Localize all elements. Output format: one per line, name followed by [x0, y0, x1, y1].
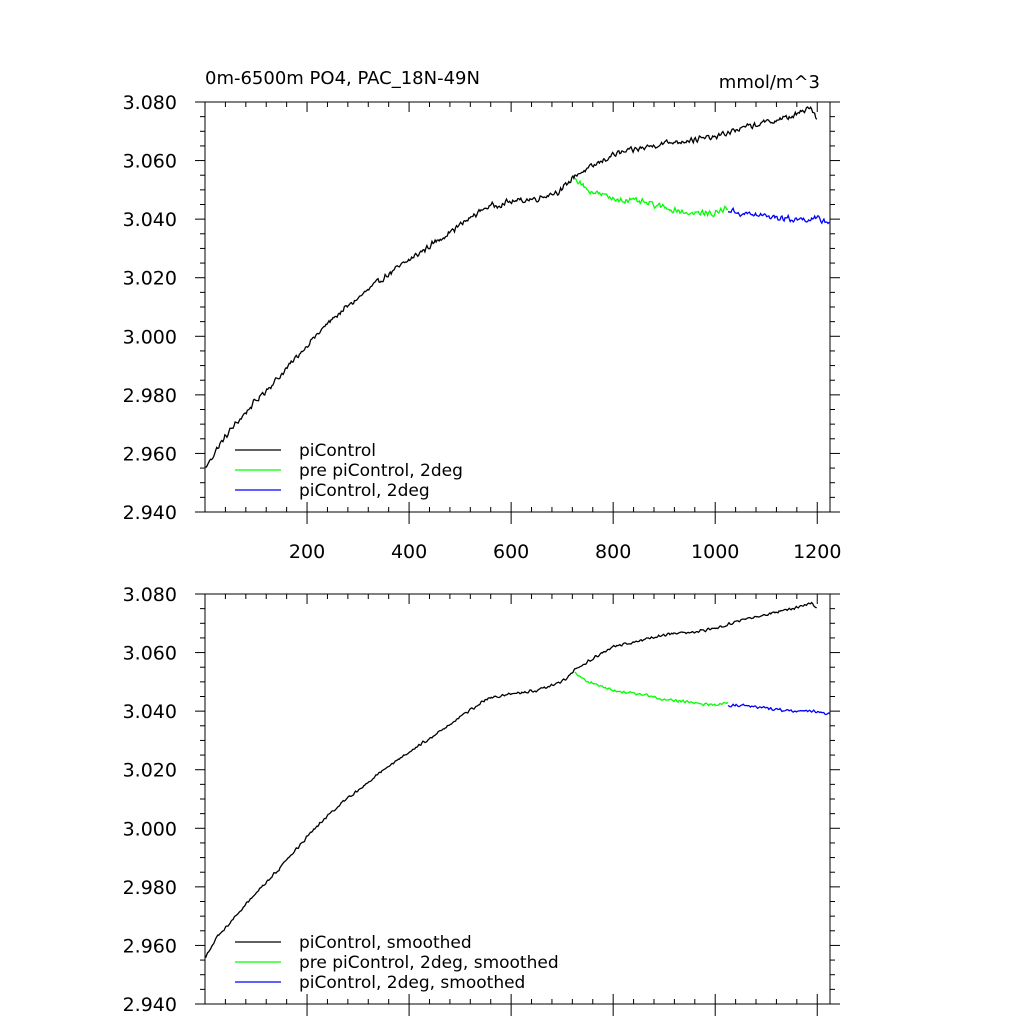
y-tick-label: 3.060 [123, 151, 177, 173]
legend-label: pre piControl, 2deg [299, 461, 463, 481]
series-line-picontrol-2deg [728, 206, 831, 225]
x-tick-label: 1200 [793, 541, 841, 563]
y-tick-label: 2.960 [123, 443, 177, 465]
series-line-picontrol-smoothed [204, 601, 817, 959]
x-tick-label: 200 [289, 541, 325, 563]
legend-label: piControl, smoothed [299, 933, 472, 953]
series-line-picontrol-2deg-smoothed [727, 703, 831, 716]
y-tick-label: 2.980 [123, 385, 177, 407]
chart-title: 0m-6500m PO4, PAC_18N-49N [205, 68, 480, 89]
y-tick-label: 3.040 [123, 209, 177, 231]
series-line-picontrol [205, 105, 818, 468]
series-line-pre-picontrol-2deg-smoothed [574, 671, 729, 707]
x-tick-label: 800 [595, 541, 631, 563]
y-tick-label: 2.940 [123, 994, 177, 1016]
legend-label: piControl, 2deg [299, 481, 430, 501]
y-tick-label: 3.000 [123, 818, 177, 840]
x-tick-label: 1000 [691, 541, 739, 563]
y-tick-label: 3.040 [123, 701, 177, 723]
legend-label: piControl, 2deg, smoothed [299, 973, 525, 993]
y-tick-label: 3.060 [123, 643, 177, 665]
x-tick-label: 600 [493, 541, 529, 563]
bottom-panel: 2.940 2.960 2.980 3.000 3.020 3.040 3.060 3.080… [123, 584, 840, 1016]
top-panel: 200 400 600 800 1000 1200 2.940 2.960 2.980 3.000… [123, 92, 842, 563]
y-tick-label: 2.980 [123, 877, 177, 899]
y-tick-label: 3.080 [123, 92, 177, 114]
y-tick-label: 2.960 [123, 935, 177, 957]
series-line-pre-picontrol-2deg [574, 177, 729, 218]
y-tick-label: 3.020 [123, 760, 177, 782]
y-tick-label: 3.020 [123, 268, 177, 290]
y-tick-label: 2.940 [123, 502, 177, 524]
units-label: mmol/m^3 [719, 72, 820, 93]
legend-label: pre piControl, 2deg, smoothed [299, 953, 559, 973]
y-tick-label: 3.080 [123, 584, 177, 606]
legend-label: piControl [299, 441, 376, 461]
y-tick-label: 3.000 [123, 326, 177, 348]
x-tick-label: 400 [391, 541, 427, 563]
